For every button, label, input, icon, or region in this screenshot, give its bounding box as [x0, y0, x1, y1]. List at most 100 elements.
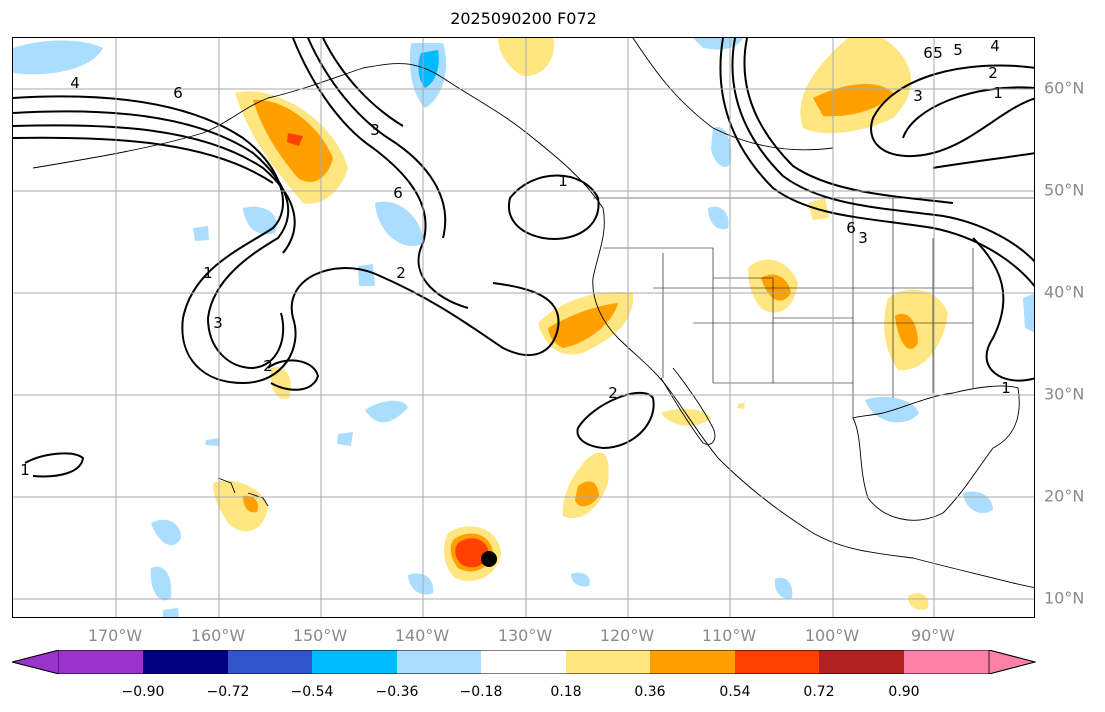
- light-blue-region: [571, 572, 590, 587]
- colorbar-cell: [228, 650, 312, 674]
- colorbar: [12, 650, 1036, 674]
- orange-region: [895, 313, 918, 349]
- light-blue-region: [375, 201, 423, 247]
- yellow-region: [270, 367, 291, 400]
- light-blue-region: [708, 206, 729, 230]
- orange-region: [575, 481, 599, 507]
- colorbar-tick-label: −0.18: [459, 684, 503, 700]
- yellow-region: [737, 403, 745, 409]
- colorbar-cell: [312, 650, 397, 674]
- storm-center-marker: [481, 551, 497, 567]
- contour-line: [13, 124, 296, 254]
- colorbar-tick-label: 0.90: [888, 684, 920, 700]
- contour-label: 1: [20, 461, 30, 479]
- contour-label: 5: [953, 41, 963, 59]
- contour-label: 3: [370, 121, 380, 139]
- colorbar-tick-label: 0.72: [803, 684, 835, 700]
- contour-label: 6: [173, 84, 183, 102]
- colorbar-cell: [566, 650, 650, 674]
- contour-line: [743, 38, 954, 204]
- contour-label: 5: [933, 44, 943, 62]
- light-blue-region: [865, 396, 919, 423]
- contour-line: [13, 136, 274, 184]
- lon-label-170w: 170°W: [87, 626, 143, 645]
- gulf-of-mexico-coast: [852, 385, 1020, 521]
- contour-label: 3: [858, 229, 868, 247]
- colorbar-tick-label: −0.90: [121, 684, 165, 700]
- yellow-region: [213, 480, 268, 532]
- red-orange-region: [455, 538, 489, 568]
- contour-label: 4: [70, 74, 80, 92]
- contour-label: 6: [393, 184, 403, 202]
- contour-line: [307, 38, 447, 239]
- lat-lon-grid: [13, 38, 1034, 617]
- light-blue-region: [243, 206, 277, 235]
- contour-line: [870, 64, 1034, 158]
- light-blue-region: [150, 566, 172, 601]
- lon-label-100w: 100°W: [804, 626, 860, 645]
- contour-label: 1: [203, 264, 213, 282]
- light-blue-region: [13, 40, 103, 75]
- lon-label-140w: 140°W: [394, 626, 450, 645]
- lon-label-150w: 150°W: [292, 626, 348, 645]
- lon-label-110w: 110°W: [701, 626, 757, 645]
- yellow-region: [908, 593, 929, 610]
- colorbar-tick-label: 0.54: [719, 684, 751, 700]
- colorbar-tick-label: −0.54: [290, 684, 334, 700]
- light-blue-region: [365, 400, 408, 423]
- alaska-coast: [32, 63, 604, 209]
- colorbar-outline: [12, 650, 1036, 674]
- lon-label-130w: 130°W: [497, 626, 553, 645]
- light-blue-region: [151, 519, 181, 546]
- colorbar-extend-min: [12, 650, 60, 674]
- lon-label-120w: 120°W: [599, 626, 655, 645]
- coastline-layer: [32, 38, 1034, 589]
- lat-label-40n: 40°N: [1044, 282, 1085, 302]
- contour-line: [322, 38, 404, 127]
- lat-label-50n: 50°N: [1044, 180, 1085, 200]
- north-america-west-coast: [592, 207, 1034, 589]
- light-blue-region: [193, 226, 209, 241]
- contour-label: 3: [213, 314, 223, 332]
- colorbar-tick-label: 0.18: [550, 684, 582, 700]
- colorbar-cell: [59, 650, 143, 674]
- contour-layer: [13, 38, 1034, 478]
- yellow-region: [661, 408, 711, 426]
- contour-label: 1: [993, 84, 1003, 102]
- light-blue-region: [1023, 293, 1034, 333]
- contour-label: 2: [608, 384, 618, 402]
- contour-label: 4: [990, 38, 1000, 55]
- light-blue-region: [963, 491, 993, 514]
- contour-line: [902, 86, 1034, 139]
- contour-label: 2: [263, 357, 273, 375]
- contour-line: [13, 95, 560, 385]
- shaded-field-layer: [13, 38, 1034, 617]
- colorbar-tick-label: −0.72: [206, 684, 250, 700]
- light-blue-region: [163, 608, 179, 617]
- contour-label: 1: [558, 172, 568, 190]
- orange-region: [761, 274, 791, 301]
- red-orange-region: [287, 133, 303, 146]
- contour-line: [932, 152, 1034, 169]
- baja-coast: [660, 367, 716, 445]
- orange-region: [243, 495, 259, 513]
- lat-label-20n: 20°N: [1044, 486, 1085, 506]
- contour-label: 3: [913, 87, 923, 105]
- canada-coast: [632, 38, 834, 151]
- colorbar-cell: [735, 650, 819, 674]
- light-blue-region: [358, 264, 375, 286]
- light-blue-region: [774, 577, 793, 599]
- colorbar-tick-label: 0.36: [634, 684, 666, 700]
- lat-label-30n: 30°N: [1044, 384, 1085, 404]
- colorbar-cell: [650, 650, 735, 674]
- colorbar-cell: [481, 650, 566, 674]
- light-blue-region: [205, 438, 220, 446]
- map-title: 2025090200 F072: [450, 9, 597, 28]
- state-border-layer: [593, 197, 1034, 418]
- contour-line: [507, 174, 600, 240]
- colorbar-cell: [819, 650, 904, 674]
- contour-line: [576, 391, 655, 450]
- contour-line: [719, 38, 1034, 288]
- light-blue-region: [337, 432, 353, 446]
